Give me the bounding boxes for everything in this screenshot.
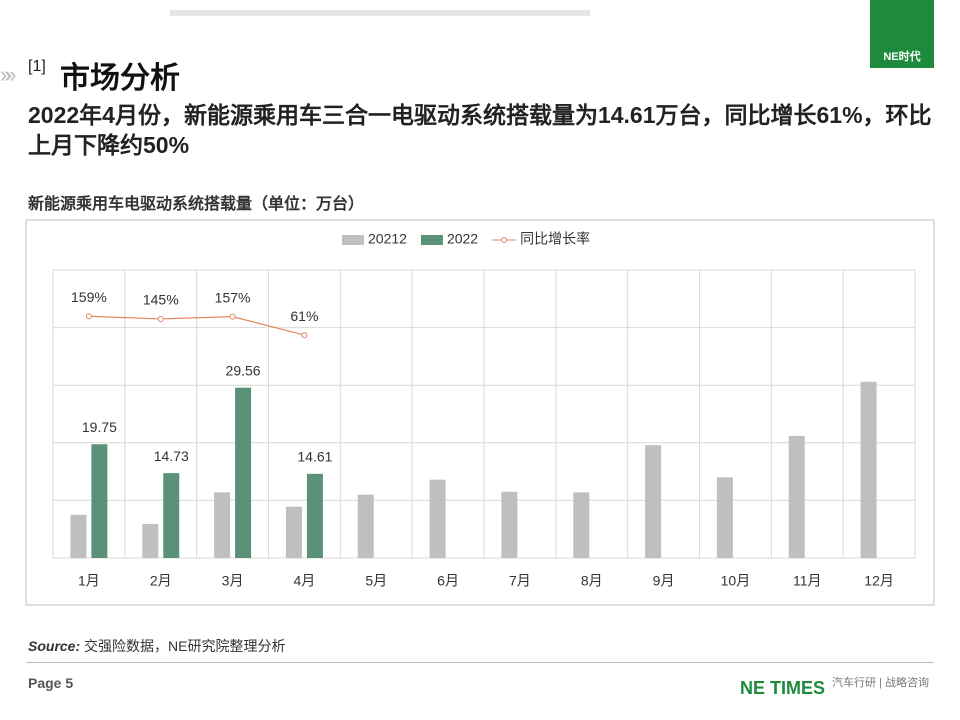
bar <box>214 492 231 558</box>
bar <box>501 491 518 558</box>
x-tick-label: 9月 <box>653 573 675 589</box>
bar <box>860 381 877 558</box>
x-tick-label: 1月 <box>78 573 100 589</box>
bar <box>788 435 805 558</box>
bar <box>716 477 733 558</box>
bar <box>573 492 590 558</box>
legend-swatch <box>420 235 443 245</box>
headline: 2022年4月份，新能源乘用车三合一电驱动系统搭载量为14.61万台，同比增长6… <box>28 102 932 158</box>
data-label: 19.75 <box>82 419 117 435</box>
bar <box>306 473 323 558</box>
bar <box>235 387 252 558</box>
bar <box>357 494 374 558</box>
bar <box>91 444 108 558</box>
line-point <box>301 332 308 339</box>
top-bar <box>170 10 590 16</box>
x-tick-label: 5月 <box>365 573 387 589</box>
data-label: 145% <box>143 292 179 308</box>
legend-label: 2022 <box>447 231 478 247</box>
section-index: [1] <box>28 58 46 75</box>
line-point <box>157 315 164 322</box>
legend-label: 20212 <box>368 231 407 247</box>
chart-title: 新能源乘用车电驱动系统搭载量（单位：万台） <box>28 196 365 213</box>
x-tick-label: 6月 <box>437 573 459 589</box>
bar <box>70 514 87 558</box>
data-label: 29.56 <box>226 362 261 378</box>
chart-frame <box>25 219 935 606</box>
x-tick-label: 10月 <box>721 573 751 589</box>
legend-label: 同比增长率 <box>520 231 590 247</box>
legend-swatch <box>501 237 508 243</box>
data-label: 61% <box>290 308 318 324</box>
legend-swatch <box>342 235 364 245</box>
x-tick-label: 8月 <box>581 573 603 589</box>
data-label: 14.61 <box>297 449 332 465</box>
x-tick-label: 12月 <box>864 573 894 589</box>
x-tick-label: 4月 <box>294 573 316 589</box>
x-tick-label: 11月 <box>793 573 822 589</box>
data-label: 14.73 <box>154 448 189 464</box>
section-title: 市场分析 <box>60 62 180 95</box>
source: Source: 交强险数据，NE研究院整理分析 <box>28 636 285 656</box>
footer-rule <box>26 662 934 663</box>
bar <box>285 506 302 558</box>
source-label: Source: <box>28 638 81 654</box>
tagline: 汽车行研 | 战略咨询 <box>832 677 929 689</box>
logo: NE时代 <box>870 0 934 68</box>
line <box>88 315 305 336</box>
data-label: 159% <box>71 289 107 305</box>
page-number: Page 5 <box>28 675 74 691</box>
bar <box>429 479 446 558</box>
brand: NE TIMES <box>740 678 826 698</box>
data-label: 157% <box>215 289 251 305</box>
bar <box>163 473 180 558</box>
line-point <box>85 313 92 320</box>
line-point <box>229 313 236 320</box>
source-text: 交强险数据，NE研究院整理分析 <box>84 638 286 654</box>
x-tick-label: 3月 <box>222 573 244 589</box>
x-tick-label: 2月 <box>150 573 172 589</box>
bar <box>645 445 662 558</box>
bar <box>142 524 159 558</box>
x-tick-label: 7月 <box>509 573 531 589</box>
